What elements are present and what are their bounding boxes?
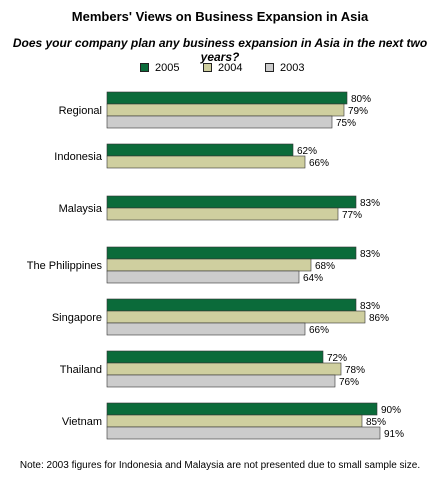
bar-the-philippines-2004 bbox=[106, 258, 312, 272]
data-label-the-philippines-2003: 64% bbox=[303, 273, 323, 284]
bar-regional-2005 bbox=[106, 91, 348, 105]
data-label-singapore-2005: 83% bbox=[360, 301, 380, 312]
data-label-vietnam-2005: 90% bbox=[381, 405, 401, 416]
bar-regional-2004 bbox=[106, 103, 345, 117]
bar-singapore-2004 bbox=[106, 310, 366, 324]
legend: 2005 2004 2003 bbox=[0, 62, 440, 78]
bar-regional-2003 bbox=[106, 115, 333, 129]
legend-swatch-2003 bbox=[265, 63, 274, 72]
data-label-vietnam-2003: 91% bbox=[384, 429, 404, 440]
bar-vietnam-2005 bbox=[106, 402, 378, 416]
legend-swatch-2005 bbox=[140, 63, 149, 72]
chart-subtitle: Does your company plan any business expa… bbox=[12, 36, 428, 64]
data-label-vietnam-2004: 85% bbox=[366, 417, 386, 428]
legend-label-2005: 2005 bbox=[155, 62, 180, 74]
bar-singapore-2003 bbox=[106, 322, 306, 336]
data-label-indonesia-2005: 62% bbox=[297, 146, 317, 157]
legend-swatch-2004 bbox=[203, 63, 212, 72]
data-label-thailand-2004: 78% bbox=[345, 365, 365, 376]
category-label-singapore: Singapore bbox=[52, 312, 102, 324]
data-label-regional-2003: 75% bbox=[336, 118, 356, 129]
data-label-singapore-2003: 66% bbox=[309, 325, 329, 336]
category-label-indonesia: Indonesia bbox=[54, 151, 103, 163]
data-label-malaysia-2005: 83% bbox=[360, 198, 380, 209]
category-label-regional: Regional bbox=[59, 105, 102, 117]
bar-thailand-2005 bbox=[106, 350, 324, 364]
bar-the-philippines-2003 bbox=[106, 270, 300, 284]
data-label-regional-2005: 80% bbox=[351, 94, 371, 105]
legend-label-2004: 2004 bbox=[218, 62, 243, 74]
data-label-regional-2004: 79% bbox=[348, 106, 368, 117]
legend-label-2003: 2003 bbox=[280, 62, 305, 74]
data-label-malaysia-2004: 77% bbox=[342, 210, 362, 221]
chart-title: Members' Views on Business Expansion in … bbox=[71, 9, 369, 24]
bar-malaysia-2004 bbox=[106, 207, 339, 221]
data-label-thailand-2003: 76% bbox=[339, 377, 359, 388]
category-label-malaysia: Malaysia bbox=[59, 203, 103, 215]
bar-vietnam-2003 bbox=[106, 426, 381, 440]
bar-vietnam-2004 bbox=[106, 414, 363, 428]
bar-thailand-2003 bbox=[106, 374, 336, 388]
footnote: Note: 2003 figures for Indonesia and Mal… bbox=[19, 460, 421, 471]
data-label-the-philippines-2004: 68% bbox=[315, 261, 335, 272]
data-label-singapore-2004: 86% bbox=[369, 313, 389, 324]
bar-malaysia-2005 bbox=[106, 195, 357, 209]
category-label-the-philippines: The Philippines bbox=[27, 260, 103, 272]
bar-thailand-2004 bbox=[106, 362, 342, 376]
data-label-the-philippines-2005: 83% bbox=[360, 249, 380, 260]
data-label-thailand-2005: 72% bbox=[327, 353, 347, 364]
data-label-indonesia-2004: 66% bbox=[309, 158, 329, 169]
category-label-vietnam: Vietnam bbox=[62, 416, 102, 428]
bar-indonesia-2005 bbox=[106, 143, 294, 157]
bar-indonesia-2004 bbox=[106, 155, 306, 169]
bar-singapore-2005 bbox=[106, 298, 357, 312]
bar-the-philippines-2005 bbox=[106, 246, 357, 260]
category-label-thailand: Thailand bbox=[60, 364, 102, 376]
